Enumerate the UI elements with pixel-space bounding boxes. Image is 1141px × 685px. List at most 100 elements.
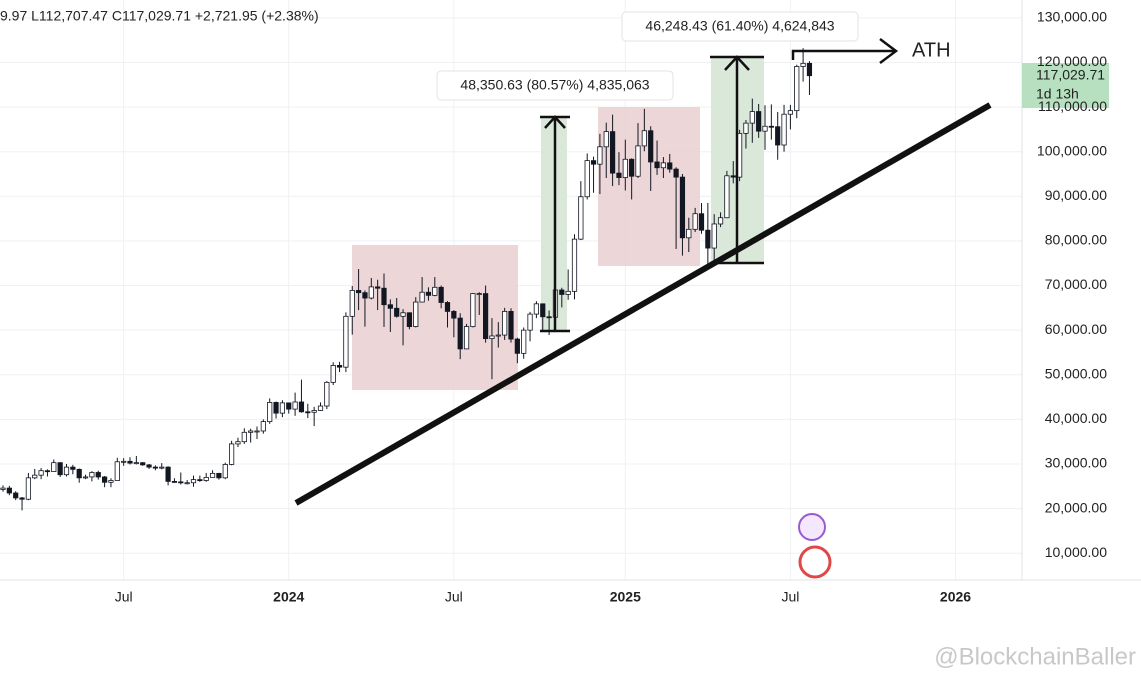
candle-body: [121, 460, 127, 463]
y-tick-label: 60,000.00: [1045, 321, 1107, 337]
candle-body: [159, 466, 165, 469]
last-price: 117,029.71: [1036, 67, 1105, 83]
y-tick-label: 50,000.00: [1045, 365, 1107, 381]
annotation: 48,350.63 (80.57%) 4,835,063: [460, 77, 649, 93]
candle-body: [286, 402, 292, 410]
y-tick-label: 30,000.00: [1045, 455, 1107, 471]
candle-body: [171, 480, 178, 483]
y-tick-label: 100,000.00: [1037, 142, 1107, 158]
candle-body: [394, 307, 400, 317]
candle-body: [197, 479, 203, 482]
candle-body: [298, 401, 305, 413]
candle-body: [565, 290, 571, 295]
candle-body: [489, 335, 495, 340]
candle-body: [63, 466, 70, 476]
candle-body: [806, 62, 813, 77]
candle-body: [336, 364, 343, 368]
candle-body: [622, 158, 628, 178]
candle-body: [571, 238, 578, 292]
candle-body: [133, 462, 139, 465]
x-tick-label: 2024: [273, 589, 304, 605]
candle-body: [603, 131, 609, 148]
candle-body: [241, 431, 247, 443]
candle-body: [89, 472, 95, 478]
candle-body: [165, 466, 171, 482]
y-tick-label: 20,000.00: [1045, 499, 1107, 515]
candle-body: [775, 126, 781, 146]
candle-body: [273, 402, 279, 414]
candle-body: [355, 290, 362, 294]
candle-body: [463, 326, 470, 350]
candle-body: [267, 402, 273, 423]
x-tick-label: Jul: [781, 589, 799, 605]
watermark: @BlockchainBaller: [934, 643, 1136, 670]
candle-body: [597, 146, 603, 165]
candle-body: [19, 497, 25, 500]
candle-body: [660, 162, 667, 169]
candle-body: [482, 293, 489, 340]
candle-body: [32, 474, 38, 479]
candle-body: [102, 476, 108, 483]
candle-body: [127, 460, 133, 464]
candle-body: [146, 464, 152, 468]
candle-body: [502, 311, 508, 336]
candle-body: [679, 176, 686, 239]
candle-body: [114, 461, 120, 481]
candle-body: [578, 196, 584, 240]
candle-body: [248, 430, 254, 433]
candle-body: [451, 311, 457, 319]
candle-body: [495, 334, 501, 337]
candle-body: [629, 158, 635, 177]
candle-body: [44, 470, 51, 473]
candle-body: [140, 462, 146, 466]
annotation-box: [621, 11, 859, 42]
range-box: [352, 245, 518, 390]
candle-body: [457, 317, 463, 350]
candle-body: [82, 476, 89, 479]
candle-body: [527, 313, 533, 331]
candle-body: [292, 401, 298, 410]
candle-body: [203, 476, 209, 481]
x-tick-label: Jul: [115, 589, 133, 605]
candle-body: [781, 113, 787, 146]
candle-body: [25, 477, 32, 500]
candle-body: [711, 223, 717, 249]
candle-body: [514, 338, 520, 354]
candle-body: [311, 410, 317, 413]
candle-body: [190, 479, 197, 484]
candle-body: [6, 487, 12, 494]
candle-body: [470, 293, 476, 327]
candle-body: [279, 402, 286, 414]
candle-body: [673, 168, 679, 178]
candle-body: [381, 287, 387, 306]
candle-body: [641, 130, 647, 147]
candle-body: [400, 312, 406, 317]
candle-body: [717, 217, 724, 225]
ath-label: ATH: [912, 39, 951, 61]
candle-body: [57, 462, 63, 476]
candle-body: [362, 292, 368, 299]
candle-body: [413, 301, 419, 327]
candle-body: [610, 131, 616, 174]
candle-body: [209, 472, 216, 478]
candle-body: [584, 160, 590, 198]
candle-body: [794, 66, 800, 112]
candle-body: [317, 405, 324, 411]
candle-body: [559, 289, 565, 295]
annotation: 46,248.43 (61.40%) 4,624,843: [645, 18, 834, 34]
candle-body: [476, 293, 482, 295]
candle-body: [521, 329, 527, 354]
candle-body: [762, 125, 768, 132]
candle-body: [13, 492, 19, 499]
candle-body: [0, 487, 6, 490]
candle-body: [349, 290, 355, 317]
icon: [798, 513, 826, 541]
candle-body: [533, 303, 540, 315]
y-tick-label: 10,000.00: [1045, 544, 1107, 560]
candle-body: [406, 312, 413, 327]
candle-body: [235, 441, 241, 445]
candle-body: [692, 213, 698, 230]
candle-body: [330, 364, 336, 383]
candle-body: [228, 443, 235, 465]
